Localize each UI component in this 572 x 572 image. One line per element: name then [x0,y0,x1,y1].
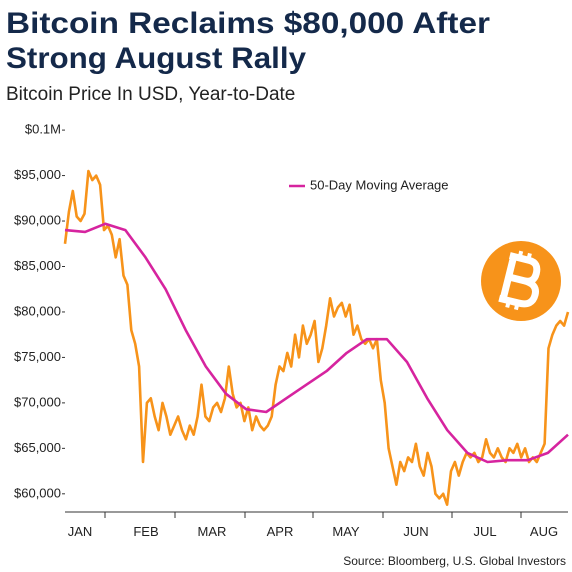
x-tick-label: MAY [332,524,360,539]
source: Source: Bloomberg, U.S. Global Investors [343,554,566,568]
x-tick-label: MAR [198,524,227,539]
x-tick-label: AUG [530,524,558,539]
bitcoin-logo [481,241,561,321]
y-tick-label: $75,000 [14,349,61,364]
subtitle: Bitcoin Price In USD, Year-to-Date [6,84,295,105]
series-line [63,169,570,507]
title-line: Strong August Rally [6,42,306,75]
series-line [64,222,569,464]
y-tick-label: $90,000 [14,212,61,227]
y-tick-label: $95,000 [14,167,61,182]
x-tick-label: FEB [133,524,158,539]
x-tick-label: APR [267,524,294,539]
y-tick-label: $80,000 [14,303,61,318]
legend-label: 50-Day Moving Average [310,177,449,192]
title-line: Bitcoin Reclaims $80,000 After [6,7,490,40]
x-tick-label: JUN [403,524,428,539]
y-tick-label: $60,000 [14,485,61,500]
y-tick-label: $70,000 [14,394,61,409]
y-tick-label: $0.1M [25,122,61,137]
y-tick-label: $85,000 [14,258,61,273]
x-tick-label: JUL [473,524,496,539]
x-tick-label: JAN [68,524,93,539]
y-tick-label: $65,000 [14,440,61,455]
